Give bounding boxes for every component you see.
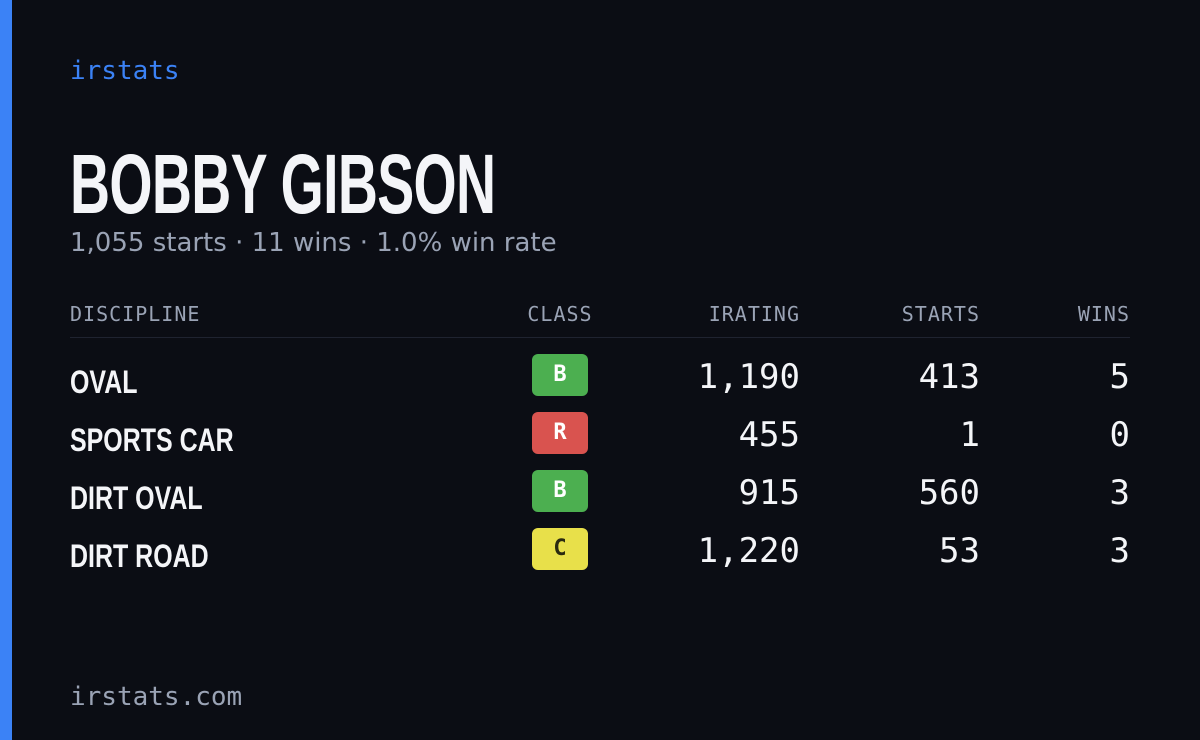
starts: 53 <box>939 531 980 571</box>
discipline: OVAL <box>70 364 138 400</box>
column-header: IRATING <box>708 302 800 326</box>
discipline: DIRT ROAD <box>70 538 209 574</box>
starts: 1 <box>959 415 980 455</box>
wins: 5 <box>1109 357 1130 397</box>
footer: irstats.com <box>70 682 243 712</box>
class-badge: C <box>532 528 588 570</box>
class-badge: R <box>532 412 588 454</box>
irating: 1,220 <box>697 531 800 571</box>
column-header: WINS <box>1077 302 1130 326</box>
header-rule <box>70 337 1130 338</box>
accent-bar <box>0 0 12 740</box>
irating: 1,190 <box>697 357 800 397</box>
irating: 915 <box>738 473 800 513</box>
column-header: CLASS <box>527 302 593 326</box>
wins: 3 <box>1109 473 1130 513</box>
class-badge: B <box>532 470 588 512</box>
brand: irstats <box>70 56 180 86</box>
class-badge: B <box>532 354 588 396</box>
column-header: DISCIPLINE <box>70 302 201 326</box>
driver-name: BOBBY GIBSON <box>70 137 496 231</box>
irating: 455 <box>738 415 800 455</box>
discipline: SPORTS CAR <box>70 422 234 458</box>
discipline: DIRT OVAL <box>70 480 203 516</box>
starts: 413 <box>918 357 980 397</box>
column-header: STARTS <box>901 302 980 326</box>
starts: 560 <box>918 473 980 513</box>
wins: 3 <box>1109 531 1130 571</box>
driver-summary: 1,055 starts · 11 wins · 1.0% win rate <box>70 228 557 258</box>
wins: 0 <box>1109 415 1130 455</box>
